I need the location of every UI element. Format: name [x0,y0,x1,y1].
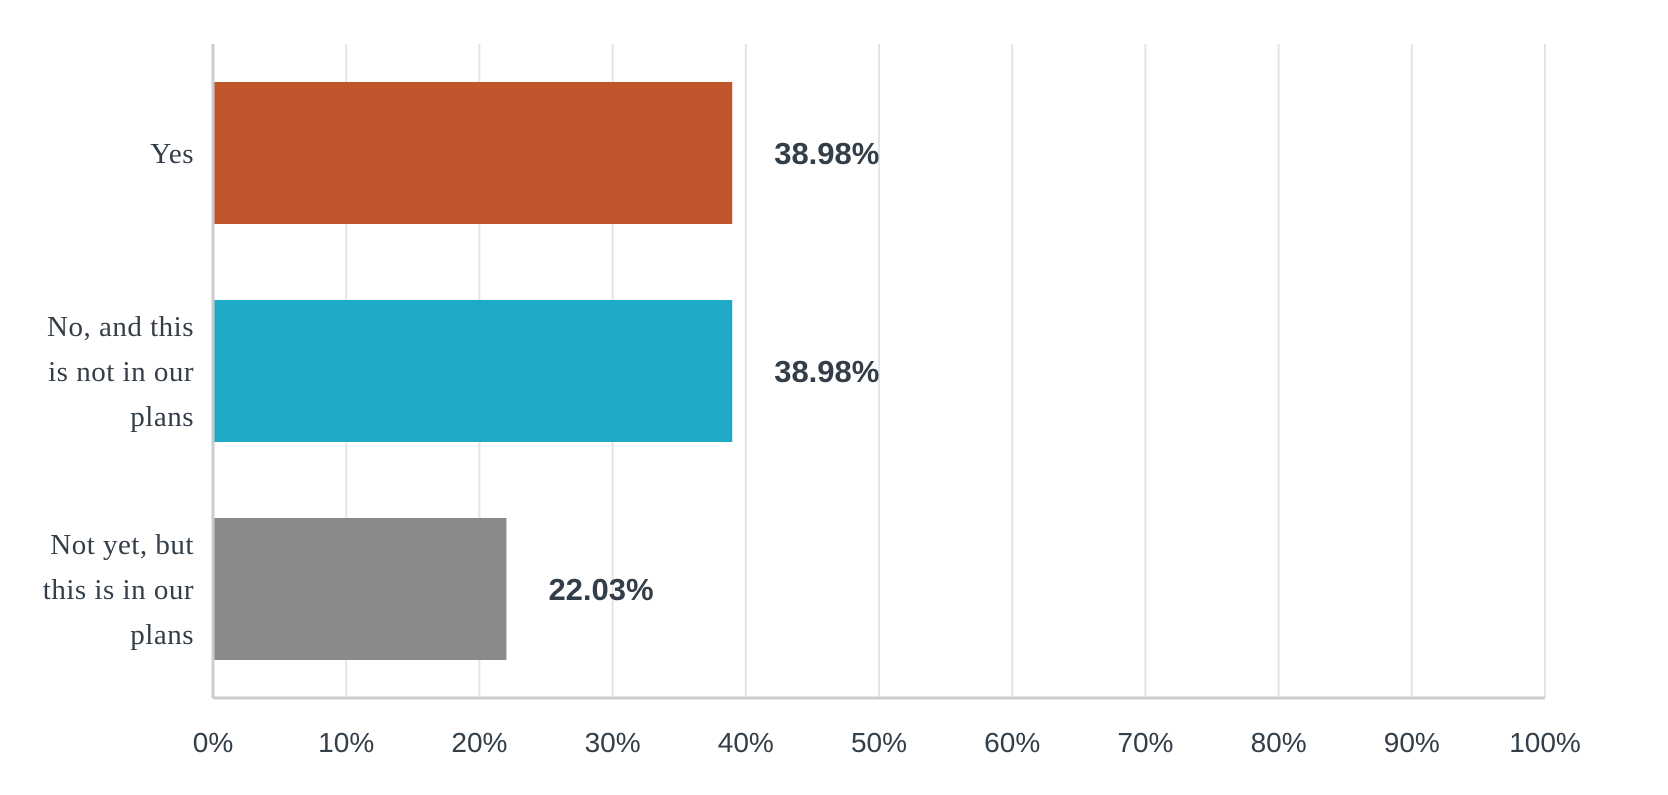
bar [214,82,733,224]
x-tick-label: 100% [1509,727,1581,758]
category-label-line: plans [130,619,194,651]
bar [214,300,733,442]
value-label: 22.03% [548,572,653,607]
x-tick-label: 0% [193,727,233,758]
x-tick-label: 50% [851,727,907,758]
value-labels: 38.98% 38.98% 22.03% [548,136,879,607]
category-label-line: Not yet, but [50,529,194,561]
category-label-line: plans [130,401,194,433]
value-label: 38.98% [774,354,879,389]
x-tick-label: 30% [585,727,641,758]
category-label-line: is not in our [48,356,194,388]
x-tick-label: 90% [1384,727,1440,758]
category-label: Yes [150,138,194,170]
x-tick-label: 40% [718,727,774,758]
x-tick-labels: 0% 10% 20% 30% 40% 50% 60% 70% 80% 90% 100% [193,727,1581,758]
category-label-line: this is in our [43,574,194,606]
x-tick-label: 70% [1117,727,1173,758]
x-tick-label: 80% [1251,727,1307,758]
x-tick-label: 60% [984,727,1040,758]
category-label-line: No, and this [47,311,194,343]
x-tick-label: 20% [451,727,507,758]
bar [214,518,507,660]
x-tick-label: 10% [318,727,374,758]
value-label: 38.98% [774,136,879,171]
bars [214,82,733,660]
axes [211,44,1545,700]
category-label: Not yet, but this is in our plans [43,529,194,651]
category-label: No, and this is not in our plans [47,311,194,433]
category-label-line: Yes [150,138,194,170]
